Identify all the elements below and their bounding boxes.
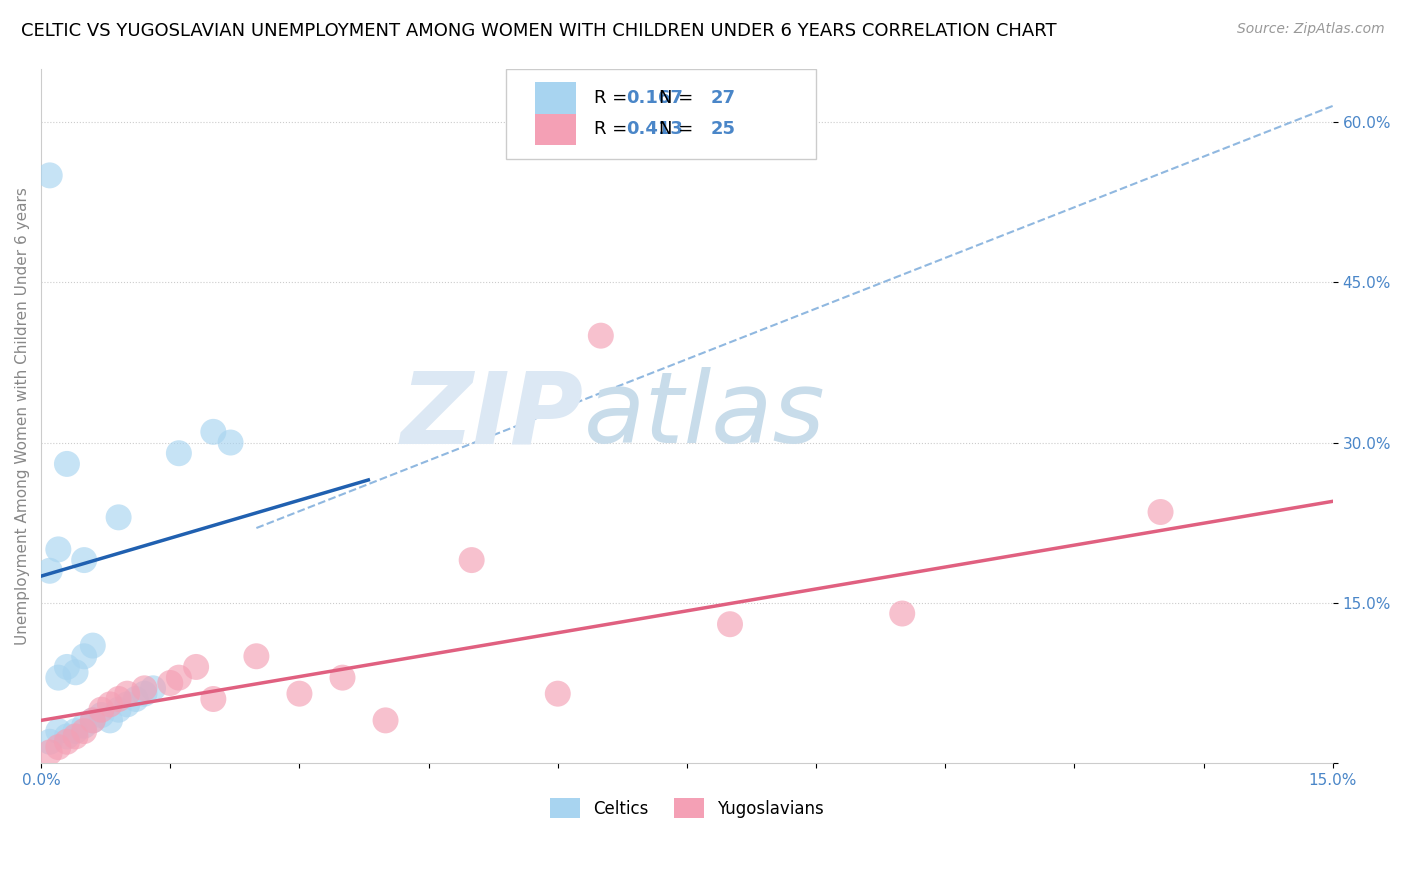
Text: R =: R =	[593, 88, 633, 107]
Point	[90, 703, 112, 717]
Point	[56, 660, 79, 674]
Point	[73, 649, 96, 664]
Point	[65, 724, 87, 739]
Point	[82, 714, 104, 728]
Text: R =: R =	[593, 120, 633, 138]
Point	[159, 676, 181, 690]
Point	[38, 169, 60, 183]
Point	[98, 698, 121, 712]
Point	[46, 740, 69, 755]
Legend: Celtics, Yugoslavians: Celtics, Yugoslavians	[543, 792, 831, 824]
Point	[46, 724, 69, 739]
Text: atlas: atlas	[583, 368, 825, 465]
Text: 0.413: 0.413	[626, 120, 683, 138]
Point	[374, 714, 396, 728]
Text: ZIP: ZIP	[401, 368, 583, 465]
Point	[142, 681, 165, 696]
Point	[56, 730, 79, 744]
Point	[589, 328, 612, 343]
Point	[167, 446, 190, 460]
Point	[82, 639, 104, 653]
Point	[56, 457, 79, 471]
Point	[73, 724, 96, 739]
Point	[46, 542, 69, 557]
Point	[245, 649, 267, 664]
Point	[73, 553, 96, 567]
Point	[125, 692, 148, 706]
Point	[115, 698, 138, 712]
Point	[38, 735, 60, 749]
Point	[167, 671, 190, 685]
Point	[332, 671, 354, 685]
Text: Source: ZipAtlas.com: Source: ZipAtlas.com	[1237, 22, 1385, 37]
Point	[288, 687, 311, 701]
Point	[107, 703, 129, 717]
Point	[115, 687, 138, 701]
Point	[718, 617, 741, 632]
Point	[82, 714, 104, 728]
Point	[547, 687, 569, 701]
Point	[1149, 505, 1171, 519]
Point	[219, 435, 242, 450]
Text: 0.167: 0.167	[626, 88, 683, 107]
Point	[134, 687, 156, 701]
Text: 27: 27	[710, 88, 735, 107]
Point	[460, 553, 482, 567]
Point	[56, 735, 79, 749]
Point	[38, 564, 60, 578]
FancyBboxPatch shape	[534, 82, 576, 113]
Point	[202, 425, 225, 439]
Point	[65, 730, 87, 744]
Point	[891, 607, 914, 621]
FancyBboxPatch shape	[506, 69, 815, 159]
Point	[107, 510, 129, 524]
Point	[46, 671, 69, 685]
Text: 25: 25	[710, 120, 735, 138]
Point	[98, 714, 121, 728]
Text: N =: N =	[658, 120, 699, 138]
Point	[90, 708, 112, 723]
Point	[184, 660, 207, 674]
Text: CELTIC VS YUGOSLAVIAN UNEMPLOYMENT AMONG WOMEN WITH CHILDREN UNDER 6 YEARS CORRE: CELTIC VS YUGOSLAVIAN UNEMPLOYMENT AMONG…	[21, 22, 1057, 40]
Point	[38, 746, 60, 760]
Point	[107, 692, 129, 706]
Point	[202, 692, 225, 706]
Y-axis label: Unemployment Among Women with Children Under 6 years: Unemployment Among Women with Children U…	[15, 187, 30, 645]
Text: N =: N =	[658, 88, 699, 107]
Point	[73, 719, 96, 733]
Point	[134, 681, 156, 696]
Point	[65, 665, 87, 680]
FancyBboxPatch shape	[534, 113, 576, 145]
